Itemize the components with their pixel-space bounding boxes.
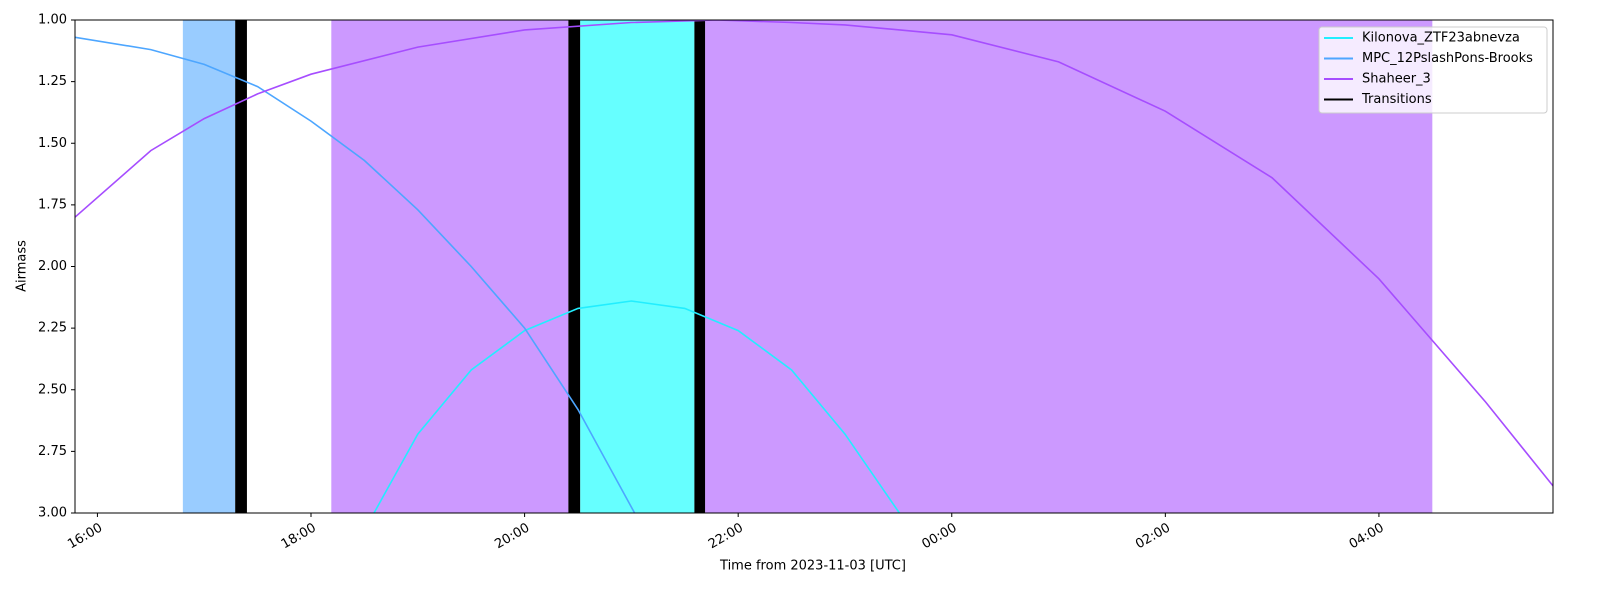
x-tick-label: 18:00 <box>279 521 319 553</box>
plot-area <box>75 20 1553 513</box>
observing-window <box>182 20 236 513</box>
y-tick-label: 2.50 <box>38 382 67 397</box>
x-tick-label: 04:00 <box>1347 521 1387 553</box>
y-tick-label: 2.00 <box>38 259 67 274</box>
y-axis-label: Airmass <box>15 240 30 292</box>
airmass-line <box>75 36 636 513</box>
legend-label: Shaheer_3 <box>1362 72 1431 87</box>
x-axis-label: Time from 2023-11-03 [UTC] <box>719 559 906 574</box>
y-tick-label: 1.75 <box>38 197 67 212</box>
observing-window <box>331 20 569 513</box>
airmass-line <box>373 300 901 513</box>
legend-label: Transitions <box>1361 92 1432 107</box>
legend-box <box>1318 26 1548 114</box>
transition <box>235 20 247 513</box>
legend-label: MPC_12PslashPons-Brooks <box>1362 51 1533 66</box>
observing-window <box>580 20 695 513</box>
x-tick-label: 00:00 <box>920 521 960 553</box>
x-tick-label: 02:00 <box>1133 521 1173 553</box>
y-tick-label: 1.00 <box>38 13 67 28</box>
y-tick-label: 2.25 <box>38 321 67 336</box>
x-tick-label: 22:00 <box>706 521 746 553</box>
transition <box>568 20 581 513</box>
x-tick-label: 20:00 <box>492 521 532 553</box>
y-tick-label: 2.75 <box>38 444 67 459</box>
airmass-line <box>75 20 1553 487</box>
observing-window <box>705 20 1433 513</box>
y-tick-label: 3.00 <box>38 506 67 521</box>
x-tick-label: 16:00 <box>65 521 105 553</box>
legend-label: Kilonova_ZTF23abnevza <box>1362 31 1520 46</box>
transition <box>694 20 706 513</box>
y-tick-label: 1.50 <box>38 136 67 151</box>
y-tick-label: 1.25 <box>38 74 67 89</box>
